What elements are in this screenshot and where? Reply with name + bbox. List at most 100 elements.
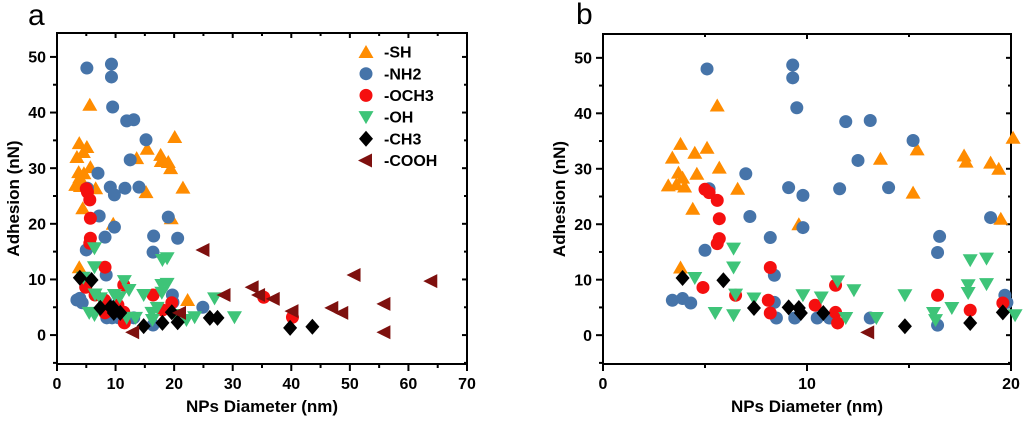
- point-sh: [689, 166, 705, 180]
- point-sh: [153, 147, 169, 161]
- point-nh2: [147, 229, 161, 243]
- point-nh2: [107, 188, 121, 202]
- point-oh: [1007, 309, 1023, 323]
- point-och3: [763, 260, 777, 274]
- point-och3: [146, 288, 160, 302]
- point-cooh: [195, 242, 210, 257]
- point-sh: [905, 185, 921, 199]
- point-oh: [687, 272, 703, 286]
- point-sh: [677, 179, 693, 193]
- point-oh: [838, 311, 854, 325]
- point-ch3: [202, 309, 217, 326]
- point-cooh: [860, 325, 875, 340]
- point-nh2: [931, 246, 945, 260]
- point-nh2: [790, 101, 804, 115]
- point-ch3: [210, 309, 225, 326]
- y-tick-label: 30: [28, 161, 46, 178]
- point-och3: [712, 212, 726, 226]
- y-tick-label: 40: [28, 105, 46, 122]
- point-sh: [673, 260, 689, 274]
- point-ch3: [136, 318, 151, 335]
- point-nh2: [91, 166, 105, 180]
- point-oh: [979, 252, 995, 266]
- y-tick-label: 20: [28, 216, 46, 233]
- point-oh: [746, 292, 762, 306]
- point-nh2: [665, 293, 679, 307]
- point-ch3: [305, 318, 320, 335]
- point-och3: [761, 293, 775, 307]
- point-sh: [983, 155, 999, 169]
- point-och3: [996, 296, 1010, 310]
- point-oh: [962, 254, 978, 268]
- x-tick-label: 40: [282, 376, 300, 393]
- point-sh: [1005, 130, 1021, 144]
- point-sh: [991, 161, 1007, 175]
- point-nh2: [906, 133, 920, 147]
- point-sh: [79, 140, 95, 154]
- panel-a-letter: a: [28, 0, 45, 32]
- point-sh: [75, 201, 91, 215]
- point-cooh: [423, 274, 438, 289]
- point-sh: [71, 260, 87, 274]
- x-tick-label: 20: [1002, 376, 1020, 393]
- point-cooh: [216, 288, 231, 303]
- point-nh2: [161, 210, 175, 224]
- legend-label-oh: -OH: [384, 110, 413, 127]
- point-oh: [726, 261, 742, 275]
- point-ch3: [716, 272, 731, 289]
- point-sh: [167, 130, 183, 144]
- x-axis-title: NPs Diameter (nm): [731, 397, 883, 416]
- y-axis-title: Adhesion (nN): [4, 140, 23, 256]
- point-och3: [710, 193, 724, 207]
- point-cooh: [376, 296, 391, 311]
- point-oh: [728, 288, 744, 302]
- point-ch3: [675, 270, 690, 287]
- y-tick-label: 10: [574, 272, 592, 289]
- point-oh: [116, 275, 132, 289]
- y-tick-label: 20: [574, 217, 592, 234]
- point-cooh: [376, 325, 391, 340]
- point-sh: [138, 185, 154, 199]
- point-nh2: [106, 100, 120, 114]
- point-oh: [868, 311, 884, 325]
- point-oh: [795, 289, 811, 303]
- y-axis-title: Adhesion (nN): [550, 141, 569, 257]
- x-tick-label: 30: [224, 376, 242, 393]
- point-oh: [846, 284, 862, 298]
- point-oh: [92, 292, 108, 306]
- legend-marker-cooh: [358, 153, 372, 168]
- point-cooh: [265, 291, 280, 306]
- point-sh: [685, 201, 701, 215]
- point-oh: [897, 289, 913, 303]
- point-oh: [707, 306, 723, 320]
- point-ch3: [816, 304, 831, 321]
- point-cooh: [334, 305, 349, 320]
- point-och3: [831, 316, 845, 330]
- point-nh2: [833, 182, 847, 196]
- point-sh: [958, 154, 974, 168]
- point-sh: [993, 211, 1009, 225]
- x-axis-title: NPs Diameter (nm): [186, 397, 338, 416]
- point-och3: [83, 211, 97, 225]
- point-nh2: [786, 71, 800, 85]
- point-nh2: [132, 180, 146, 194]
- point-oh: [86, 261, 102, 275]
- point-sh: [180, 293, 196, 307]
- point-nh2: [933, 229, 947, 243]
- point-nh2: [863, 114, 877, 128]
- y-tick-label: 0: [37, 328, 46, 345]
- point-oh: [726, 242, 742, 256]
- point-ch3: [93, 299, 108, 316]
- point-oh: [127, 311, 143, 325]
- y-tick-label: 40: [574, 106, 592, 123]
- point-och3: [763, 306, 777, 320]
- point-ch3: [72, 269, 87, 286]
- point-oh: [813, 291, 829, 305]
- point-nh2: [984, 211, 998, 225]
- point-nh2: [700, 62, 714, 76]
- panel-b-letter: b: [576, 0, 593, 31]
- point-sh: [709, 98, 725, 112]
- point-sh: [909, 142, 925, 156]
- point-sh: [673, 136, 689, 150]
